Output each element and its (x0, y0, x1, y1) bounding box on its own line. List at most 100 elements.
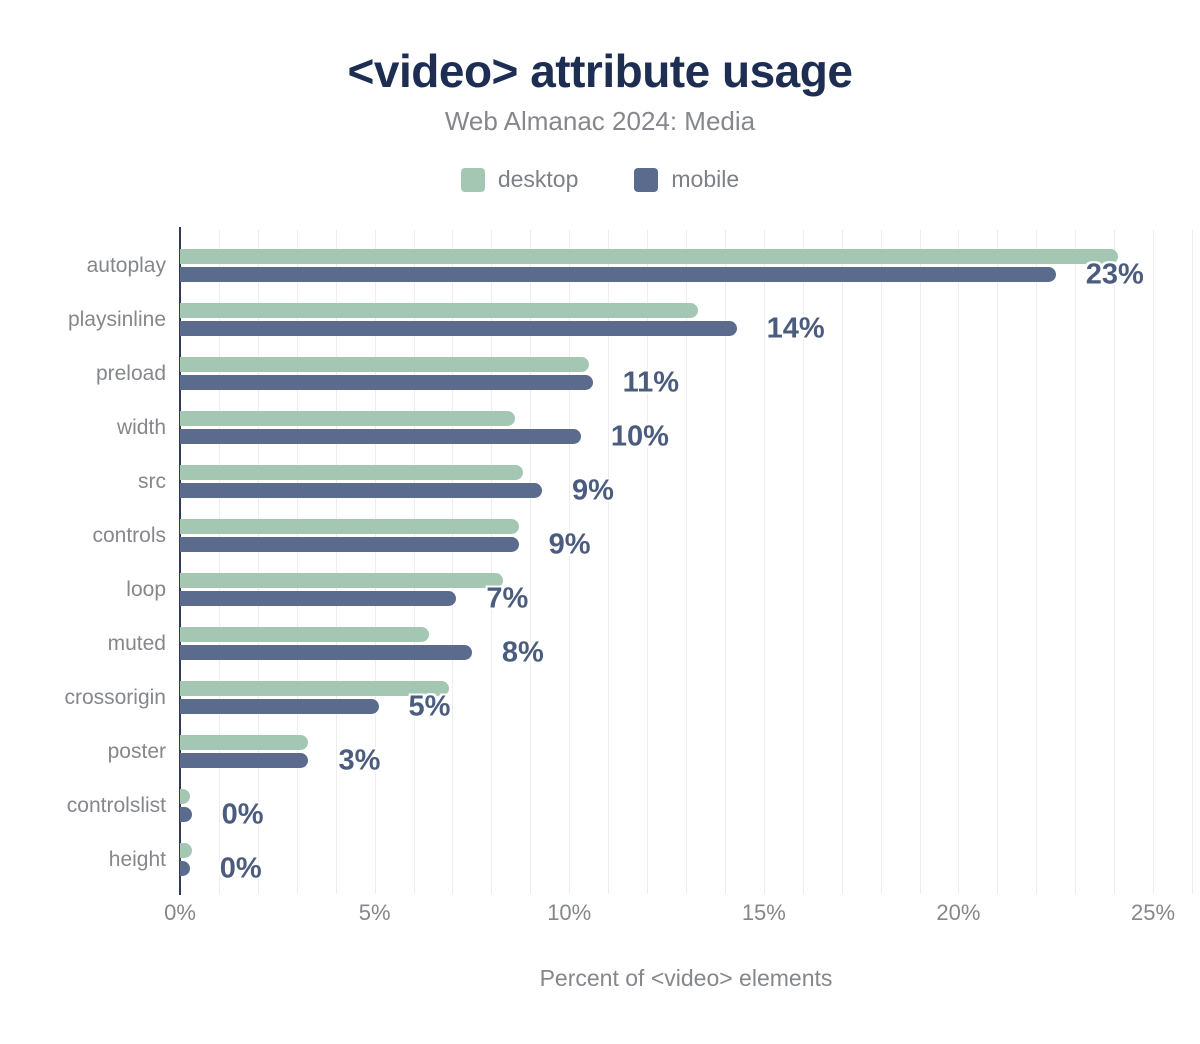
legend-label-mobile: mobile (671, 166, 740, 192)
gridline (1192, 230, 1193, 894)
value-label: 7% (486, 582, 529, 615)
bar-row: poster 3% (108, 725, 1192, 779)
chart-title: <video> attribute usage (347, 45, 853, 97)
category-label: height (108, 848, 166, 871)
category-label: src (138, 470, 166, 493)
x-tick-label: 5% (358, 900, 391, 925)
bar-mobile (180, 807, 192, 822)
x-tick-label: 25% (1131, 900, 1176, 925)
bar-row: crossorigin 5% (64, 671, 1192, 725)
gridline (686, 230, 687, 894)
bar-mobile (180, 429, 581, 444)
value-label: 14% (766, 312, 825, 345)
category-label: autoplay (86, 254, 166, 277)
x-tick-label: 20% (936, 900, 981, 925)
bar-mobile (180, 537, 519, 552)
bar-desktop (180, 573, 504, 588)
category-label: controlslist (66, 794, 166, 817)
value-label: 11% (622, 366, 680, 399)
gridline (1075, 230, 1077, 894)
bar-row: muted 8% (108, 617, 1192, 671)
x-axis-ticks: 0% 5% 10% 15% 20% 25% (164, 900, 1192, 928)
bar-mobile (180, 321, 737, 336)
bar-desktop (180, 843, 192, 858)
desktop-swatch-icon (460, 167, 485, 192)
bar-mobile (180, 483, 542, 498)
bar-row: autoplay 23% (87, 239, 1192, 293)
gridline (569, 230, 571, 894)
category-label: controls (92, 524, 166, 547)
bar-mobile (180, 375, 593, 390)
gridline (608, 230, 610, 894)
gridline (218, 230, 220, 894)
gridline (1036, 230, 1038, 894)
category-label: playsinline (67, 308, 166, 331)
gridline (1114, 230, 1116, 894)
value-label: 10% (610, 420, 669, 453)
gridline (491, 230, 493, 894)
x-tick-label: 0% (164, 900, 196, 925)
category-label: muted (107, 632, 166, 655)
x-tick-label: 10% (547, 900, 592, 925)
bar-mobile (180, 699, 379, 714)
gridline (880, 230, 882, 894)
bar-row: height 0% (109, 833, 1192, 887)
value-label: 5% (408, 690, 451, 723)
gridline (530, 230, 532, 894)
bar-row: controlslist 0% (67, 779, 1192, 833)
plot-area: autoplay 23% playsinline 14% preload 11% width… (64, 227, 1193, 895)
category-label: crossorigin (64, 686, 166, 709)
legend: desktop mobile (0, 166, 1200, 193)
gridline (997, 230, 999, 894)
category-label: poster (107, 740, 166, 763)
bar-row: loop 7% (126, 563, 1192, 617)
bar-row: controls 9% (92, 509, 1192, 563)
bar-row: width 10% (117, 401, 1192, 455)
bar-desktop (180, 411, 515, 426)
category-label: loop (126, 578, 166, 601)
legend-item-desktop: desktop (460, 166, 579, 193)
gridline (257, 230, 259, 894)
bar-desktop (180, 357, 589, 372)
gridline (841, 230, 843, 894)
bar-mobile (180, 267, 1056, 282)
bar-desktop (180, 249, 1119, 264)
gridline (374, 230, 376, 894)
value-label: 0% (221, 798, 264, 831)
gridline (1153, 230, 1155, 894)
category-label: preload (95, 362, 166, 385)
bar-row: playsinline 14% (68, 293, 1192, 347)
legend-label-desktop: desktop (497, 166, 579, 192)
bar-row: src 9% (138, 455, 1192, 509)
gridline (335, 230, 337, 894)
bar-mobile (180, 591, 457, 606)
bar-desktop (180, 465, 523, 480)
legend-item-mobile: mobile (634, 166, 739, 193)
chart-subtitle: Web Almanac 2024: Media (444, 106, 756, 136)
category-label: width (116, 416, 166, 439)
gridline (919, 230, 921, 894)
x-axis-title: Percent of <video> elements (539, 965, 833, 991)
gridline (296, 230, 298, 894)
bar-desktop (180, 303, 698, 318)
bar-row: preload 11% (96, 347, 1192, 401)
value-label: 23% (1085, 258, 1144, 291)
value-label: 9% (571, 474, 614, 507)
bar-desktop (180, 681, 449, 696)
gridline (724, 230, 726, 894)
bar-desktop (180, 789, 190, 804)
gridline (802, 230, 804, 894)
bar-mobile (180, 861, 190, 876)
bar-rows: autoplay 23% playsinline 14% preload 11% width… (64, 239, 1192, 887)
value-label: 8% (501, 636, 544, 669)
gridline (413, 230, 415, 894)
bar-mobile (180, 645, 472, 660)
value-label: 3% (338, 744, 381, 777)
value-label: 9% (548, 528, 591, 561)
gridline (763, 230, 765, 894)
bar-desktop (180, 627, 430, 642)
gridline (958, 230, 960, 894)
mobile-swatch-icon (634, 167, 659, 192)
gridline (452, 230, 454, 894)
